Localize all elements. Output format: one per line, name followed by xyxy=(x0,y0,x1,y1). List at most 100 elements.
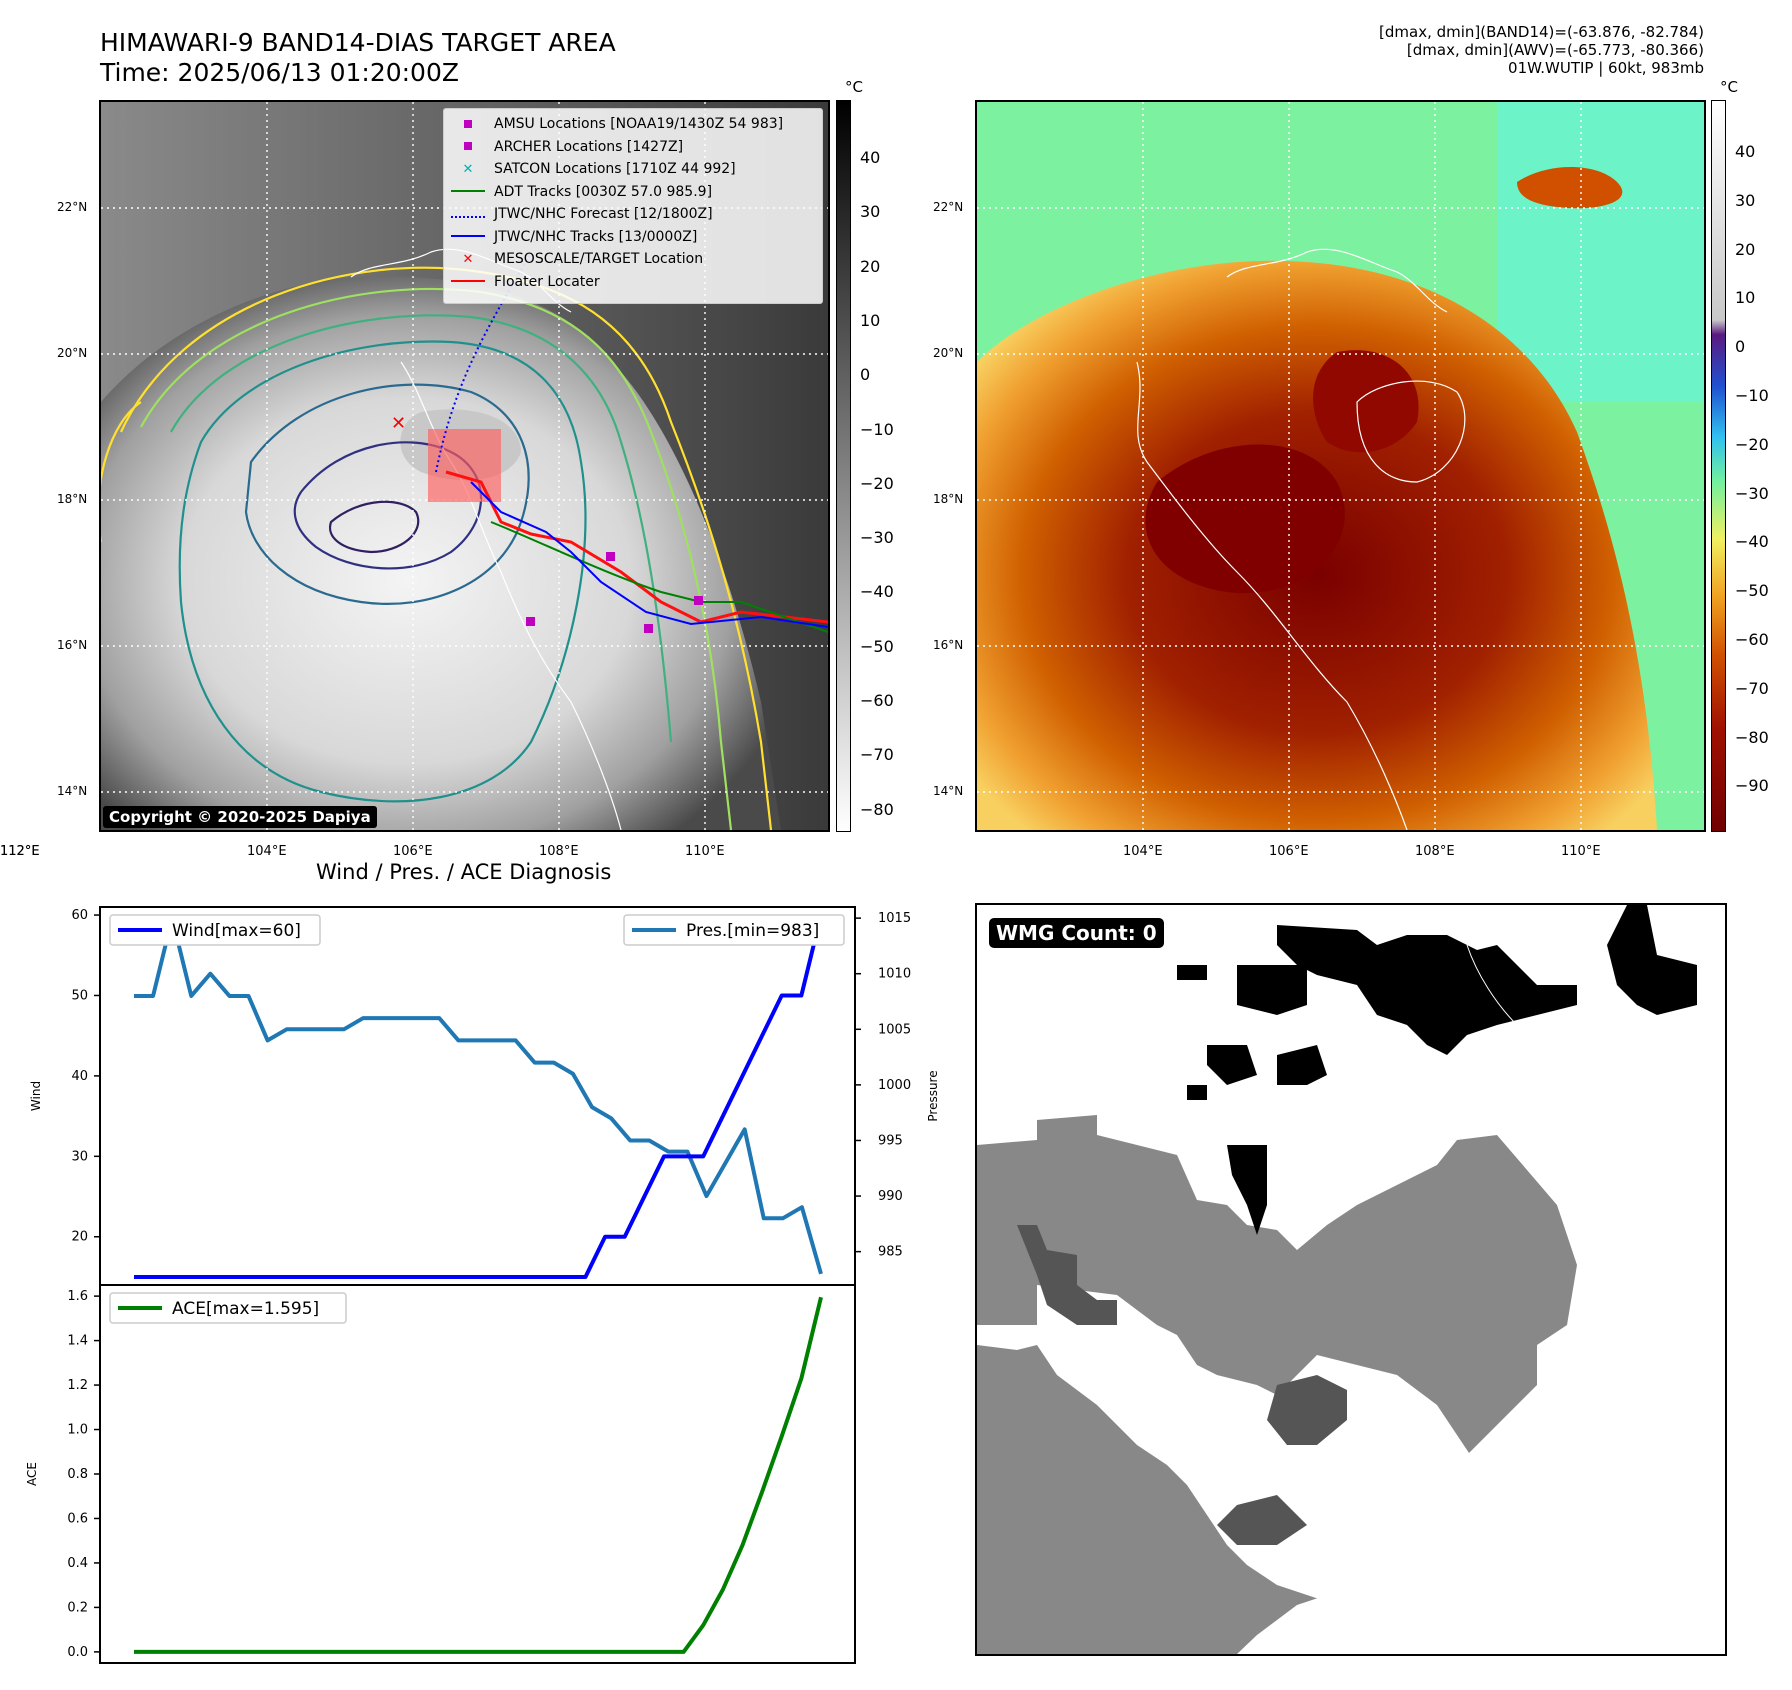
svg-text:✕: ✕ xyxy=(391,413,406,434)
colorbar-tick-label: −70 xyxy=(1735,678,1769,698)
ace-legend-box xyxy=(109,1292,347,1324)
lat-tick-label: 18°N xyxy=(933,492,964,506)
ace-tick-label: 1.4 xyxy=(67,1334,88,1349)
colorbar-tick-label: −80 xyxy=(860,799,894,819)
wind-legend-label: Wind[max=60] xyxy=(172,921,301,941)
right-info-line-1: [dmax, dmin](BAND14)=(-63.876, -82.784) xyxy=(1379,23,1704,41)
ace-tick-label: 1.6 xyxy=(67,1289,88,1304)
pressure-tick-label: 1015 xyxy=(878,911,911,926)
right-info: [dmax, dmin](BAND14)=(-63.876, -82.784) … xyxy=(1379,23,1704,77)
wind-pres-axes-frame xyxy=(99,906,856,1286)
lon-tick-label: 112°E xyxy=(0,844,40,859)
wmg-svg xyxy=(977,905,1697,1654)
lat-tick-label: 20°N xyxy=(933,346,964,360)
legend-item: AMSU Locations [NOAA19/1430Z 54 983] xyxy=(450,113,816,136)
wind-axis-label: Wind xyxy=(29,1081,43,1111)
lat-tick-label: 22°N xyxy=(933,200,964,214)
legend-label: SATCON Locations [1710Z 44 992] xyxy=(494,161,736,178)
colorbar-tick-label: 40 xyxy=(860,148,881,167)
legend-swatch xyxy=(450,184,486,199)
wind-tick-label: 40 xyxy=(71,1069,88,1084)
pressure-series-line xyxy=(134,916,823,1275)
legend-label: ADT Tracks [0030Z 57.0 985.9] xyxy=(494,183,713,200)
wind-series-line xyxy=(134,914,823,1279)
legend-item: ✕ SATCON Locations [1710Z 44 992] xyxy=(450,158,816,181)
wind-tick-label: 50 xyxy=(71,988,88,1003)
colorbar-ir xyxy=(836,100,851,832)
ace-tick-label: 0.4 xyxy=(67,1556,88,1571)
legend-swatch xyxy=(450,207,486,222)
lat-tick-label: 20°N xyxy=(57,346,88,360)
ace-axes-frame xyxy=(99,1284,856,1664)
pressure-legend-box xyxy=(623,914,845,946)
legend-item: ADT Tracks [0030Z 57.0 985.9] xyxy=(450,181,816,204)
pressure-tick-label: 995 xyxy=(878,1133,903,1148)
ace-tick-label: 0.2 xyxy=(67,1600,88,1615)
legend-swatch xyxy=(450,229,486,244)
title-line-1: HIMAWARI-9 BAND14-DIAS TARGET AREA xyxy=(100,28,616,57)
lat-tick-label: 16°N xyxy=(933,638,964,652)
colorbar-tick-label: 0 xyxy=(1735,337,1746,357)
lon-tick-label: 106°E xyxy=(393,844,433,859)
ace-tick-label: 0.8 xyxy=(67,1467,88,1482)
pressure-legend-label: Pres.[min=983] xyxy=(686,921,819,941)
colorbar-tick-label: 30 xyxy=(860,202,881,222)
ace-series-line xyxy=(134,1296,823,1654)
legend-label: ARCHER Locations [1427Z] xyxy=(494,138,684,155)
colorbar-enhanced xyxy=(1711,100,1726,832)
enhanced-ir-map-panel xyxy=(975,100,1706,832)
colorbar-ir-unit: °C xyxy=(845,78,863,96)
lon-tick-label: 104°E xyxy=(247,844,287,859)
legend-swatch xyxy=(450,139,486,154)
pressure-tick-label: 1000 xyxy=(878,1078,911,1093)
colorbar-tick-label: −10 xyxy=(860,419,894,439)
colorbar-tick-label: 10 xyxy=(860,310,881,330)
ace-tick-label: 0.6 xyxy=(67,1511,88,1526)
colorbar-tick-label: 20 xyxy=(860,256,881,276)
colorbar-enhanced-unit: °C xyxy=(1720,78,1738,96)
legend-label: JTWC/NHC Tracks [13/0000Z] xyxy=(494,228,698,245)
pressure-tick-label: 1005 xyxy=(878,1022,911,1037)
lon-tick-label: 108°E xyxy=(1415,844,1455,859)
legend-label: JTWC/NHC Forecast [12/1800Z] xyxy=(494,206,713,223)
wmg-count-badge: WMG Count: 0 xyxy=(989,918,1164,948)
colorbar-tick-label: −80 xyxy=(1735,727,1769,747)
colorbar-tick-label: 0 xyxy=(860,365,871,385)
right-info-line-3: 01W.WUTIP | 60kt, 983mb xyxy=(1508,59,1704,77)
colorbar-tick-label: −90 xyxy=(1735,776,1769,796)
lon-tick-label: 112°E xyxy=(0,844,40,859)
colorbar-tick-label: −40 xyxy=(860,582,894,602)
legend-item: Floater Locater xyxy=(450,271,816,294)
wmg-panel: WMG Count: 0 xyxy=(975,903,1727,1656)
colorbar-tick-label: −30 xyxy=(1735,483,1769,503)
colorbar-tick-label: 20 xyxy=(1735,239,1756,259)
legend-swatch xyxy=(450,274,486,289)
colorbar-tick-label: −20 xyxy=(860,473,894,493)
lat-tick-label: 22°N xyxy=(57,200,88,214)
legend-swatch xyxy=(450,117,486,132)
copyright-label: Copyright © 2020-2025 Dapiya xyxy=(103,806,377,828)
ace-tick-label: 1.2 xyxy=(67,1378,88,1393)
lat-tick-label: 16°N xyxy=(57,638,88,652)
lat-tick-label: 18°N xyxy=(57,492,88,506)
diagnosis-title: Wind / Pres. / ACE Diagnosis xyxy=(316,860,612,884)
pressure-axis-label: Pressure xyxy=(926,1070,940,1121)
colorbar-tick-label: −60 xyxy=(860,691,894,710)
wind-tick-label: 60 xyxy=(71,908,88,923)
legend-swatch: ✕ xyxy=(462,251,474,267)
colorbar-tick-label: −60 xyxy=(1735,630,1769,649)
enhanced-ir-svg xyxy=(977,102,1704,830)
lon-tick-label: 110°E xyxy=(685,844,725,859)
lon-tick-label: 110°E xyxy=(1561,844,1601,859)
title-line-2: Time: 2025/06/13 01:20:00Z xyxy=(100,58,459,87)
lon-tick-label: 104°E xyxy=(1123,844,1163,859)
colorbar-tick-label: −50 xyxy=(860,636,894,656)
lat-tick-label: 14°N xyxy=(933,784,964,798)
ir-map-panel: ✕ AMSU Locations [NOAA19/1430Z 54 983] AR… xyxy=(99,100,830,832)
ace-tick-label: 1.0 xyxy=(67,1423,88,1438)
right-info-line-2: [dmax, dmin](AWV)=(-65.773, -80.366) xyxy=(1406,41,1704,59)
colorbar-tick-label: −10 xyxy=(1735,386,1769,405)
legend-item: ✕ MESOSCALE/TARGET Location xyxy=(450,248,816,271)
colorbar-tick-label: −30 xyxy=(860,528,894,548)
lon-tick-label: 106°E xyxy=(1269,844,1309,859)
